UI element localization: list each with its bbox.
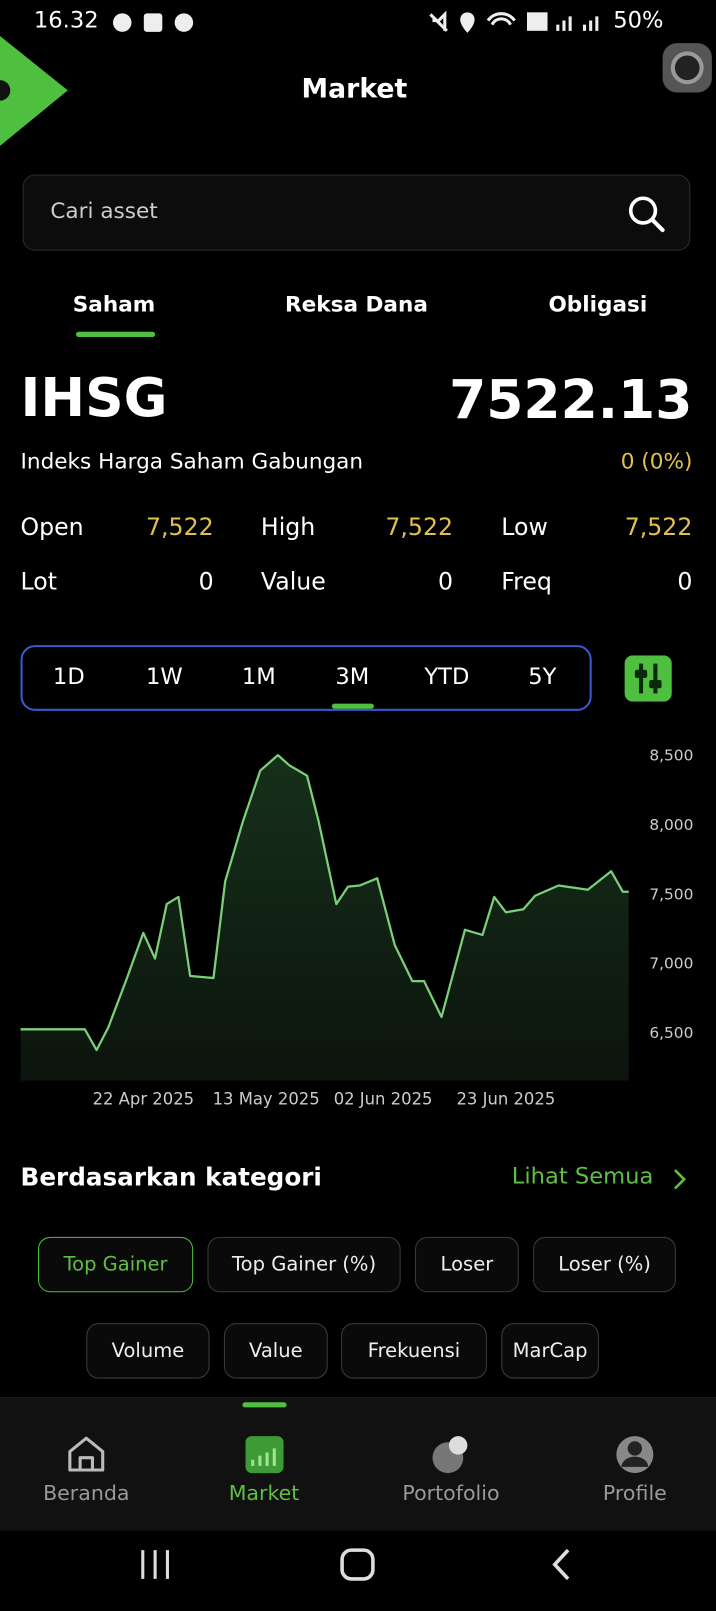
tab[interactable]: Reksa Dana: [285, 291, 428, 317]
period-button[interactable]: YTD: [424, 664, 470, 691]
y-tick-label: 7,500: [649, 885, 693, 903]
period-button[interactable]: 3M: [335, 664, 370, 691]
area: [20, 755, 629, 1081]
x-tick-label: 02 Jun 2025: [334, 1090, 433, 1109]
search-box[interactable]: [22, 174, 691, 251]
status-right-icons: [429, 10, 599, 33]
stat-value: 0: [677, 569, 693, 596]
category-chip[interactable]: Loser: [415, 1236, 519, 1293]
stat-label: High: [260, 514, 316, 542]
stat-label: Lot: [20, 569, 58, 596]
nav-indicator: [242, 1402, 287, 1408]
section-title: Berdasarkan kategori: [20, 1162, 322, 1192]
header-title: Market: [301, 73, 408, 105]
category-chip[interactable]: Frekuensi: [341, 1323, 487, 1379]
stat-value: 7,522: [624, 514, 693, 542]
tab[interactable]: Saham: [72, 291, 156, 317]
overlay-shapes: [0, 35, 712, 146]
chart-settings-button[interactable]: [624, 655, 672, 702]
stat-label: Value: [260, 569, 326, 596]
y-tick-label: 6,500: [649, 1024, 693, 1042]
category-chip[interactable]: Value: [223, 1323, 328, 1379]
tab-indicator: [76, 331, 156, 337]
period-indicator: [331, 703, 374, 709]
status-time: 16.32: [33, 8, 99, 34]
index-name: Indeks Harga Saham Gabungan: [20, 448, 364, 474]
stat-label: Low: [501, 514, 548, 542]
y-tick-label: 7,000: [649, 955, 693, 973]
nav-label[interactable]: Profile: [602, 1480, 667, 1505]
index-change: 0 (0%): [620, 448, 693, 474]
nav-icons: [68, 1436, 654, 1474]
category-chip[interactable]: MarCap: [501, 1323, 599, 1379]
category-chip[interactable]: Volume: [86, 1323, 210, 1379]
system-nav: [141, 1548, 570, 1581]
category-chip[interactable]: Top Gainer (%): [207, 1236, 401, 1293]
period-button[interactable]: 1D: [52, 664, 85, 691]
y-tick-label: 8,500: [649, 747, 693, 765]
category-chip[interactable]: Loser (%): [533, 1236, 676, 1293]
status-battery: 50%: [613, 8, 664, 34]
line: [20, 754, 629, 1052]
tab[interactable]: Obligasi: [548, 291, 648, 317]
see-all-link[interactable]: Lihat Semua: [511, 1163, 654, 1190]
category-chip[interactable]: Top Gainer: [38, 1236, 194, 1293]
search-icon[interactable]: [626, 193, 667, 234]
period-button[interactable]: 1W: [145, 664, 183, 691]
period-button[interactable]: 5Y: [528, 664, 557, 691]
search-placeholder: Cari asset: [50, 198, 158, 223]
stat-value: 7,522: [385, 514, 454, 542]
nav-label[interactable]: Portofolio: [402, 1480, 500, 1505]
bottom-nav: [0, 1397, 716, 1531]
x-tick-label: 22 Apr 2025: [93, 1090, 195, 1109]
period-selector: [20, 645, 592, 711]
see-all-arrow[interactable]: [670, 1167, 691, 1192]
line-chart: 6,500 7,000 7,500 8,000 8,500 22 Apr 2025 13 M…: [20, 747, 693, 1109]
status-icons: [112, 13, 194, 32]
stat-value: 0: [437, 569, 454, 596]
nav-label[interactable]: Beranda: [43, 1480, 130, 1505]
index-price: 7522.13: [449, 369, 693, 432]
y-tick-label: 8,000: [649, 816, 693, 834]
stat-label: Freq: [501, 569, 552, 596]
stat-value: 0: [198, 569, 214, 596]
period-button[interactable]: 1M: [241, 664, 276, 691]
x-tick-label: 13 May 2025: [213, 1090, 320, 1109]
index-code: IHSG: [20, 367, 168, 430]
nav-label[interactable]: Market: [228, 1480, 300, 1505]
stat-label: Open: [20, 514, 84, 542]
stat-value: 7,522: [146, 514, 214, 542]
x-tick-label: 23 Jun 2025: [456, 1090, 555, 1109]
